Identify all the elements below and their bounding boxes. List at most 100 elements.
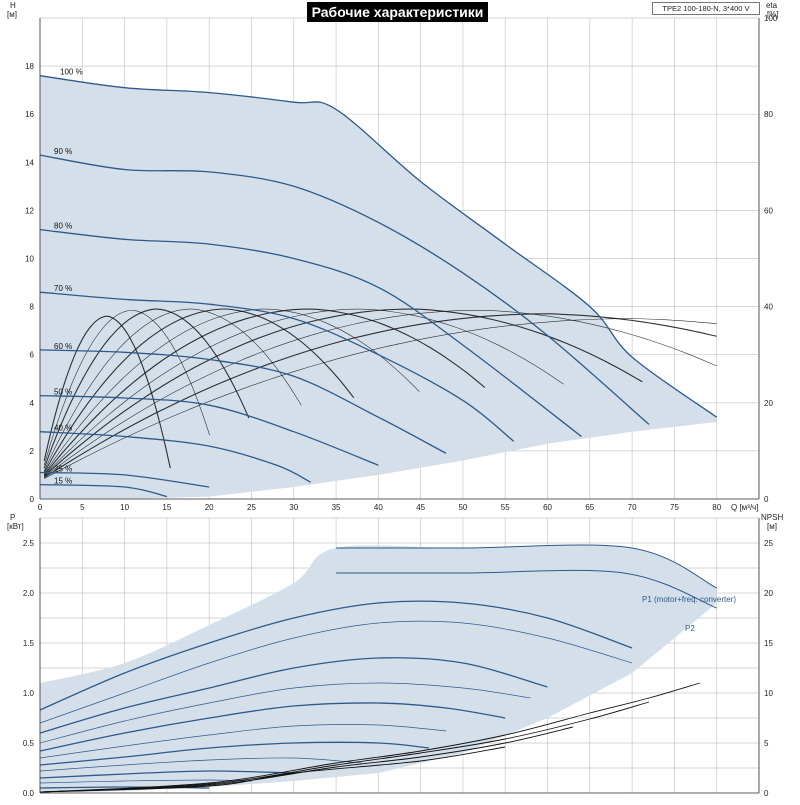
- p-operating-envelope: [40, 545, 717, 793]
- qh-curve-50: [39, 394, 379, 466]
- p-y-axis-unit: [кВт]: [7, 522, 24, 531]
- qh-x-tick-label: 60: [543, 503, 552, 512]
- qh-x-tick-label: 0: [38, 503, 43, 512]
- qh-y2-tick-label: 0: [764, 495, 769, 504]
- qh-x-tick-label: 45: [416, 503, 425, 512]
- p-y2-axis-name: NPSH: [761, 513, 783, 522]
- qh-curve-15: [39, 483, 168, 498]
- qh-y-tick-label: 16: [25, 110, 34, 119]
- qh-curve-label: 60 %: [54, 342, 72, 351]
- qh-y2-tick-label: 60: [764, 206, 773, 215]
- qh-x-tick-label: 30: [289, 503, 298, 512]
- p-y-tick-label: 0.0: [23, 789, 35, 798]
- qh-x-tick-label: 35: [332, 503, 341, 512]
- qh-x-tick-label: 10: [120, 503, 129, 512]
- qh-curve-100: [39, 75, 718, 418]
- qh-curve-label: 70 %: [54, 284, 72, 293]
- qh-curve-60: [39, 349, 447, 454]
- qh-curve-label: 25 %: [54, 465, 72, 474]
- qh-x-tick-label: 40: [374, 503, 383, 512]
- power-curve: [39, 682, 531, 744]
- power-chart: P1 (motor+freq. converter) P2 0.0 0.5 1.0 1.5…: [7, 513, 783, 798]
- p-y2-axis-unit: [м]: [767, 522, 777, 531]
- qh-y-tick-label: 12: [25, 206, 34, 215]
- power-curve: [39, 657, 548, 734]
- power-curve: [39, 600, 633, 711]
- eta-curve: [43, 309, 210, 466]
- qh-curve-label: 40 %: [54, 424, 72, 433]
- power-curve: [39, 741, 430, 766]
- p-y2-tick-label: 0: [764, 789, 769, 798]
- power-curve: [39, 786, 210, 789]
- qh-y-tick-label: 2: [30, 447, 35, 456]
- qh-chart: 100 % 90 % 80 % 70 % 60 % 50 % 40 % 25 % 15 % 0 5 1…: [7, 1, 779, 512]
- power-curve: [39, 770, 294, 779]
- power-curve: [39, 702, 506, 752]
- qh-curve-label: 15 %: [54, 477, 72, 486]
- eta-curve: [43, 308, 302, 471]
- qh-x-tick-label: 5: [80, 503, 85, 512]
- qh-curve-80: [39, 228, 582, 438]
- npsh-curve: [39, 746, 506, 793]
- qh-curve-label: 100 %: [60, 68, 83, 77]
- qh-y-tick-label: 10: [25, 255, 34, 264]
- qh-x-axis-label: Q [м³/ч]: [731, 503, 758, 512]
- qh-x-tick-label: 50: [458, 503, 467, 512]
- p-y2-tick-label: 5: [764, 739, 769, 748]
- qh-x-tick-label: 25: [247, 503, 256, 512]
- qh-curve-70: [39, 291, 515, 442]
- power-curve-p2: [336, 569, 717, 609]
- p-y2-tick-label: 25: [764, 539, 773, 548]
- qh-x-tick-label: 80: [712, 503, 721, 512]
- qh-y-tick-label: 14: [25, 158, 34, 167]
- qh-y2-tick-label: 80: [764, 110, 773, 119]
- p-y-tick-label: 1.5: [23, 639, 35, 648]
- npsh-curve: [39, 682, 700, 793]
- power-curve: [39, 757, 362, 772]
- qh-efficiency-curves: [43, 308, 717, 479]
- eta-curve: [43, 308, 564, 476]
- qh-curve-90: [39, 154, 650, 425]
- qh-y-tick-label: 4: [30, 399, 35, 408]
- legend-p2: P2: [685, 624, 695, 633]
- qh-y-tick-label: 18: [25, 62, 34, 71]
- eta-curve: [43, 315, 171, 469]
- power-curve-p1: [336, 544, 717, 589]
- power-curve: [39, 724, 447, 759]
- qh-x-tick-label: 15: [162, 503, 171, 512]
- p-y-tick-label: 1.0: [23, 689, 35, 698]
- qh-y2-axis-name: eta: [766, 1, 778, 10]
- qh-x-tick-label: 75: [670, 503, 679, 512]
- qh-curve-25: [39, 471, 210, 488]
- p-y-tick-label: 0.5: [23, 739, 35, 748]
- qh-x-tick-label: 70: [628, 503, 637, 512]
- qh-x-tick-label: 55: [501, 503, 510, 512]
- qh-x-tick-label: 20: [205, 503, 214, 512]
- qh-y2-tick-label: 100: [764, 14, 778, 23]
- eta-curve: [43, 308, 250, 469]
- pump-model-label: TPE2 100-180-N, 3*400 V: [652, 2, 760, 15]
- eta-curve: [43, 308, 420, 474]
- qh-curve-label: 80 %: [54, 222, 72, 231]
- p-y2-tick-label: 15: [764, 639, 773, 648]
- qh-curve-label: 90 %: [54, 147, 72, 156]
- qh-x-tick-label: 65: [585, 503, 594, 512]
- npsh-curve: [39, 701, 650, 793]
- qh-y-axis-name: H: [10, 1, 16, 10]
- p-y2-tick-label: 10: [764, 689, 773, 698]
- eta-curve: [43, 308, 486, 476]
- qh-curve-40: [39, 431, 311, 483]
- qh-y-tick-label: 8: [30, 303, 35, 312]
- eta-curve: [43, 308, 355, 473]
- p-y2-tick-label: 20: [764, 589, 773, 598]
- eta-curve: [44, 310, 717, 478]
- chart-title: Рабочие характеристики: [307, 2, 488, 22]
- qh-y-tick-label: 6: [30, 351, 35, 360]
- eta-curve: [43, 308, 643, 477]
- power-curve: [39, 620, 633, 724]
- eta-curve: [44, 318, 717, 479]
- qh-curve-label: 50 %: [54, 388, 72, 397]
- qh-y-tick-label: 0: [30, 495, 35, 504]
